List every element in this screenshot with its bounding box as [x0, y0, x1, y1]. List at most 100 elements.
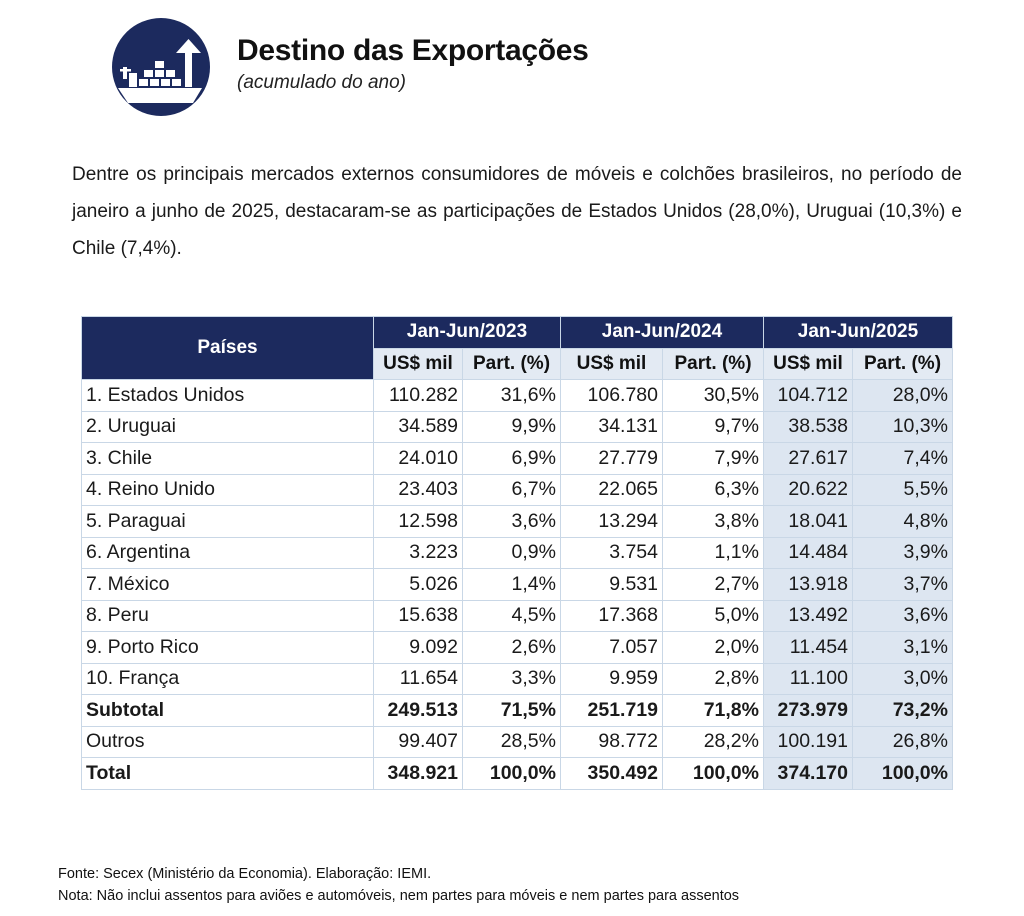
intro-paragraph: Dentre os principais mercados externos c… — [72, 164, 962, 259]
cell-share-2023: 6,9% — [462, 442, 561, 475]
cell-country: 2. Uruguai — [81, 410, 374, 443]
cell-share-2023: 2,6% — [462, 631, 561, 664]
cell-value-2025: 27.617 — [763, 442, 853, 475]
cell-share-2023: 100,0% — [462, 757, 561, 790]
cell-share-2025: 7,4% — [852, 442, 953, 475]
footnote: Nota: Não inclui assentos para aviões e … — [58, 888, 740, 904]
cell-share-2025: 5,5% — [852, 473, 953, 506]
col-header-period-2023: Jan-Jun/2023 — [373, 316, 561, 349]
cell-country: 6. Argentina — [81, 536, 374, 569]
table-row: 4. Reino Unido 23.403 6,7% 22.065 6,3% 20.622… — [81, 473, 953, 506]
cell-value-2025: 100.191 — [763, 725, 853, 758]
table-row: 7. México 5.026 1,4% 9.531 2,7% 13.918 3,7% — [81, 568, 953, 601]
page-subtitle: (acumulado do ano) — [237, 72, 406, 93]
source-note: Fonte: Secex (Ministério da Economia). E… — [58, 866, 432, 882]
cell-value-2024: 22.065 — [560, 473, 663, 506]
table-row: 9. Porto Rico 9.092 2,6% 7.057 2,0% 11.454 3,1… — [81, 631, 953, 664]
cell-value-2025: 20.622 — [763, 473, 853, 506]
cell-country: 10. França — [81, 662, 374, 695]
cell-country: Total — [81, 757, 374, 790]
cell-share-2024: 9,7% — [662, 410, 764, 443]
outros-row: Outros 99.407 28,5% 98.772 28,2% 100.191 26,8% — [81, 725, 953, 758]
cell-country: 1. Estados Unidos — [81, 379, 374, 412]
cell-value-2024: 27.779 — [560, 442, 663, 475]
cargo-ship-export-icon — [112, 18, 210, 116]
cell-share-2023: 3,3% — [462, 662, 561, 695]
cell-share-2025: 10,3% — [852, 410, 953, 443]
cell-share-2025: 3,0% — [852, 662, 953, 695]
cell-share-2024: 2,8% — [662, 662, 764, 695]
cell-country: Subtotal — [81, 694, 374, 727]
cell-country: 8. Peru — [81, 599, 374, 632]
cell-share-2024: 3,8% — [662, 505, 764, 538]
cell-share-2024: 30,5% — [662, 379, 764, 412]
table-row: 8. Peru 15.638 4,5% 17.368 5,0% 13.492 3,6% — [81, 599, 953, 632]
cell-value-2025: 273.979 — [763, 694, 853, 727]
cell-value-2024: 251.719 — [560, 694, 663, 727]
cell-value-2024: 106.780 — [560, 379, 663, 412]
subtotal-row: Subtotal 249.513 71,5% 251.719 71,8% 273.979 7… — [81, 694, 953, 727]
cell-value-2023: 23.403 — [373, 473, 463, 506]
cell-share-2025: 3,9% — [852, 536, 953, 569]
cell-value-2024: 13.294 — [560, 505, 663, 538]
cell-value-2024: 98.772 — [560, 725, 663, 758]
cell-value-2023: 5.026 — [373, 568, 463, 601]
cell-share-2024: 1,1% — [662, 536, 764, 569]
cell-value-2025: 11.100 — [763, 662, 853, 695]
table-row: 10. França 11.654 3,3% 9.959 2,8% 11.100 3,0% — [81, 662, 953, 695]
total-row: Total 348.921 100,0% 350.492 100,0% 374.170 10… — [81, 757, 953, 790]
cell-value-2023: 110.282 — [373, 379, 463, 412]
cell-share-2023: 28,5% — [462, 725, 561, 758]
table-row: 2. Uruguai 34.589 9,9% 34.131 9,7% 38.538 10,3… — [81, 410, 953, 443]
cell-value-2023: 11.654 — [373, 662, 463, 695]
cell-value-2024: 17.368 — [560, 599, 663, 632]
exports-table: Países Jan-Jun/2023 Jan-Jun/2024 Jan-Jun… — [81, 316, 953, 790]
subheader-value-2025: US$ mil — [763, 347, 853, 380]
cell-value-2024: 34.131 — [560, 410, 663, 443]
cell-share-2024: 2,0% — [662, 631, 764, 664]
cell-share-2023: 31,6% — [462, 379, 561, 412]
cell-value-2023: 34.589 — [373, 410, 463, 443]
cell-value-2023: 3.223 — [373, 536, 463, 569]
cell-country: 7. México — [81, 568, 374, 601]
cell-value-2025: 13.492 — [763, 599, 853, 632]
cell-value-2024: 9.531 — [560, 568, 663, 601]
table-row: 5. Paraguai 12.598 3,6% 13.294 3,8% 18.041 4,8… — [81, 505, 953, 538]
cell-share-2024: 6,3% — [662, 473, 764, 506]
col-header-countries: Países — [81, 316, 374, 380]
subheader-value-2023: US$ mil — [373, 347, 463, 380]
cell-share-2025: 28,0% — [852, 379, 953, 412]
cell-share-2023: 71,5% — [462, 694, 561, 727]
cell-value-2025: 374.170 — [763, 757, 853, 790]
cell-share-2023: 9,9% — [462, 410, 561, 443]
cell-value-2024: 7.057 — [560, 631, 663, 664]
cell-value-2025: 14.484 — [763, 536, 853, 569]
subheader-share-2024: Part. (%) — [662, 347, 764, 380]
cell-share-2025: 3,7% — [852, 568, 953, 601]
cell-share-2025: 26,8% — [852, 725, 953, 758]
cell-value-2023: 249.513 — [373, 694, 463, 727]
cell-share-2025: 4,8% — [852, 505, 953, 538]
subheader-share-2025: Part. (%) — [852, 347, 953, 380]
cell-value-2023: 15.638 — [373, 599, 463, 632]
cell-value-2025: 18.041 — [763, 505, 853, 538]
cell-share-2023: 0,9% — [462, 536, 561, 569]
cell-value-2024: 3.754 — [560, 536, 663, 569]
cell-country: 5. Paraguai — [81, 505, 374, 538]
cell-share-2024: 2,7% — [662, 568, 764, 601]
cell-share-2023: 1,4% — [462, 568, 561, 601]
cell-share-2025: 3,6% — [852, 599, 953, 632]
table-header-row: Países Jan-Jun/2023 Jan-Jun/2024 Jan-Jun… — [81, 316, 953, 380]
cell-value-2025: 104.712 — [763, 379, 853, 412]
cell-share-2025: 3,1% — [852, 631, 953, 664]
cell-share-2024: 100,0% — [662, 757, 764, 790]
cell-value-2024: 9.959 — [560, 662, 663, 695]
cell-country: 9. Porto Rico — [81, 631, 374, 664]
cell-value-2025: 13.918 — [763, 568, 853, 601]
cell-share-2023: 3,6% — [462, 505, 561, 538]
table-row: 1. Estados Unidos 110.282 31,6% 106.780 30,5… — [81, 379, 953, 412]
cell-share-2025: 73,2% — [852, 694, 953, 727]
cell-share-2025: 100,0% — [852, 757, 953, 790]
cell-country: 3. Chile — [81, 442, 374, 475]
cell-value-2025: 38.538 — [763, 410, 853, 443]
